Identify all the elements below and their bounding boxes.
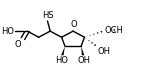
Text: OH: OH	[77, 56, 90, 65]
Polygon shape	[81, 46, 84, 55]
Polygon shape	[61, 46, 65, 55]
Text: O: O	[70, 20, 77, 29]
Text: 3: 3	[112, 29, 116, 34]
Text: OH: OH	[98, 47, 111, 56]
Text: OCH: OCH	[104, 26, 123, 35]
Text: HO: HO	[2, 27, 15, 36]
Text: HO: HO	[55, 56, 68, 65]
Text: O: O	[15, 40, 22, 49]
Text: HS: HS	[42, 11, 54, 20]
